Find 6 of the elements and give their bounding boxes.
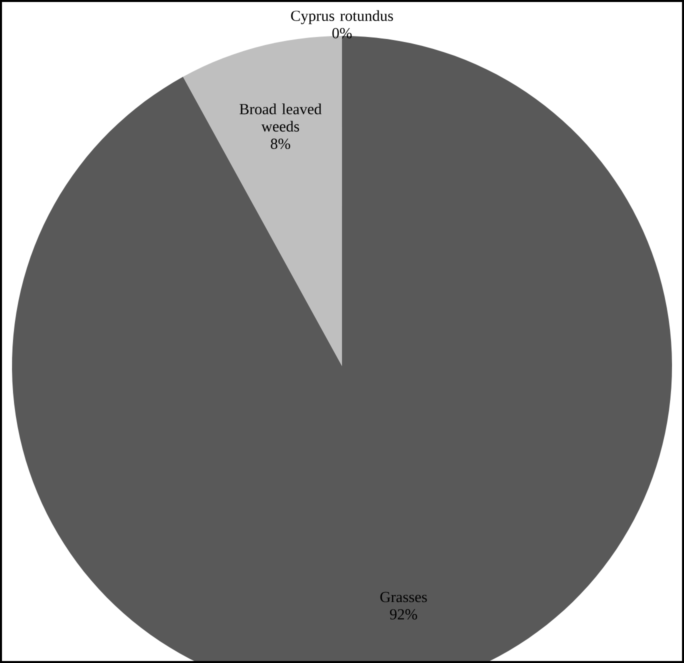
data-label: 92%: [390, 609, 418, 620]
data-label: 8%: [270, 138, 290, 150]
slice-label: Broad leaved weeds: [240, 104, 322, 132]
category-label: Cyprus rotundus: [291, 10, 393, 24]
slice-label: Grasses: [380, 592, 427, 602]
text: 0%: [332, 28, 352, 38]
